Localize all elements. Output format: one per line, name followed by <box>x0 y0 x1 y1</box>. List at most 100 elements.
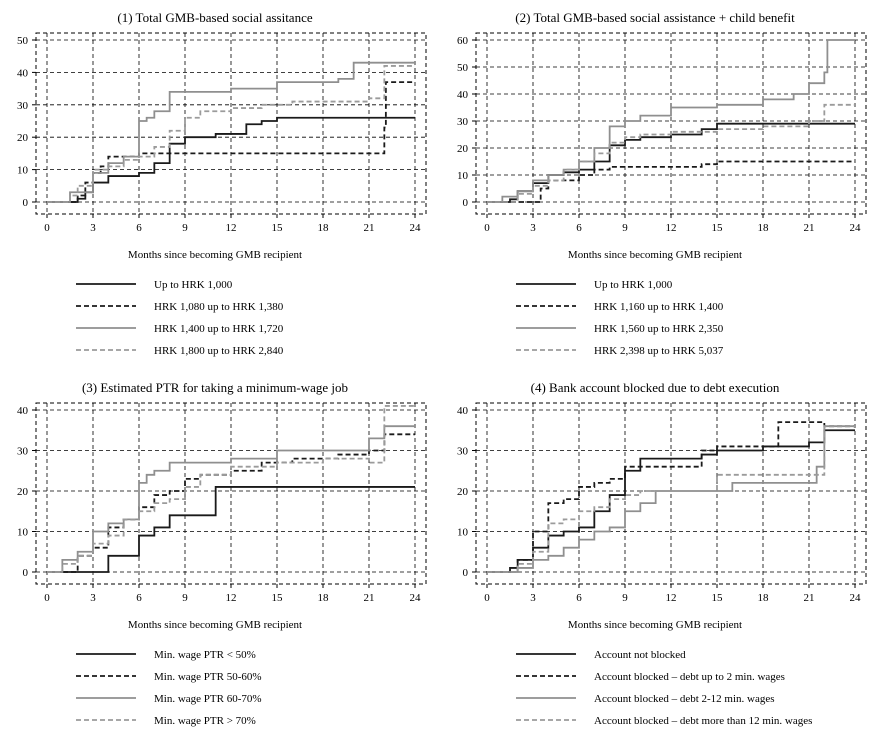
chart-panel-3: (3) Estimated PTR for taking a minimum-w… <box>0 370 430 740</box>
y-tick-label: 30 <box>457 116 469 128</box>
y-tick-label: 40 <box>457 89 469 101</box>
chart-svg: (2) Total GMB-based social assistance + … <box>457 10 867 357</box>
chart-title: (3) Estimated PTR for taking a minimum-w… <box>82 380 348 395</box>
x-tick-label: 12 <box>666 222 677 234</box>
x-tick-label: 18 <box>758 592 770 604</box>
legend-label: Min. wage PTR > 70% <box>154 715 256 727</box>
y-tick-label: 20 <box>457 143 469 155</box>
x-tick-label: 21 <box>364 222 375 234</box>
series-line-2 <box>487 160 855 203</box>
y-tick-label: 0 <box>463 197 469 209</box>
x-tick-label: 6 <box>576 222 582 234</box>
x-tick-label: 24 <box>850 592 862 604</box>
y-tick-label: 40 <box>17 67 29 79</box>
legend-label: Account blocked – debt more than 12 min.… <box>594 715 812 727</box>
x-tick-label: 12 <box>226 222 237 234</box>
x-tick-label: 15 <box>712 592 724 604</box>
series-line-3 <box>487 425 855 573</box>
legend-label: Account blocked – debt up to 2 min. wage… <box>594 671 785 683</box>
x-tick-label: 18 <box>318 592 330 604</box>
y-tick-label: 10 <box>17 527 29 539</box>
y-tick-label: 10 <box>17 165 29 177</box>
x-tick-label: 24 <box>410 222 422 234</box>
x-tick-label: 18 <box>758 222 770 234</box>
chart-title: (4) Bank account blocked due to debt exe… <box>531 380 780 395</box>
chart-panel-1: (1) Total GMB-based social assitance 0 3 6 9… <box>0 0 430 370</box>
plot-frame <box>475 402 867 585</box>
y-tick-label: 20 <box>17 132 29 144</box>
y-tick-label: 30 <box>457 446 469 458</box>
legend-label: Up to HRK 1,000 <box>594 279 673 291</box>
legend-label: HRK 1,080 up to HRK 1,380 <box>154 301 284 313</box>
y-tick-label: 40 <box>457 405 469 417</box>
legend-label: Account blocked – debt 2-12 min. wages <box>594 693 775 705</box>
y-tick-label: 0 <box>23 567 29 579</box>
chart-panel-4: (4) Bank account blocked due to debt exe… <box>440 370 870 740</box>
y-tick-label: 0 <box>23 197 29 209</box>
series-line-4 <box>47 65 415 203</box>
y-tick-label: 30 <box>17 100 29 112</box>
x-tick-label: 3 <box>90 222 96 234</box>
y-tick-label: 20 <box>17 486 29 498</box>
chart-svg: (1) Total GMB-based social assitance 0 3 6 9… <box>17 10 427 357</box>
x-tick-label: 0 <box>44 222 50 234</box>
x-tick-label: 9 <box>622 222 628 234</box>
chart-title: (1) Total GMB-based social assitance <box>117 10 312 25</box>
y-tick-label: 40 <box>17 405 29 417</box>
x-tick-label: 9 <box>182 592 188 604</box>
series-line-3 <box>47 425 415 573</box>
x-tick-label: 3 <box>90 592 96 604</box>
y-tick-label: 60 <box>457 35 469 47</box>
x-tick-label: 18 <box>318 222 330 234</box>
legend-label: HRK 1,160 up to HRK 1,400 <box>594 301 724 313</box>
legend-label: HRK 1,800 up to HRK 2,840 <box>154 345 284 357</box>
series-line-2 <box>487 421 855 573</box>
series-line-3 <box>487 39 855 203</box>
chart-svg: (4) Bank account blocked due to debt exe… <box>457 380 867 727</box>
x-tick-label: 9 <box>622 592 628 604</box>
y-tick-label: 20 <box>457 486 469 498</box>
legend-label: Min. wage PTR 50-60% <box>154 671 262 683</box>
x-tick-label: 15 <box>272 592 284 604</box>
x-axis-label: Months since becoming GMB recipient <box>568 619 742 631</box>
x-tick-label: 12 <box>226 592 237 604</box>
chart-panel-2: (2) Total GMB-based social assistance + … <box>440 0 870 370</box>
y-tick-label: 10 <box>457 527 469 539</box>
legend-label: HRK 1,400 up to HRK 1,720 <box>154 323 284 335</box>
x-tick-label: 0 <box>44 592 50 604</box>
x-tick-label: 6 <box>576 592 582 604</box>
x-tick-label: 24 <box>410 592 422 604</box>
x-tick-label: 21 <box>364 592 375 604</box>
y-tick-label: 50 <box>17 35 29 47</box>
x-tick-label: 3 <box>530 592 536 604</box>
x-tick-label: 6 <box>136 222 142 234</box>
series-line-2 <box>47 81 415 203</box>
y-tick-label: 30 <box>17 446 29 458</box>
y-tick-label: 10 <box>457 170 469 182</box>
y-tick-label: 0 <box>463 567 469 579</box>
series-line-1 <box>47 486 415 573</box>
x-tick-label: 24 <box>850 222 862 234</box>
series-line-1 <box>47 116 415 203</box>
x-tick-label: 21 <box>804 222 815 234</box>
x-tick-label: 9 <box>182 222 188 234</box>
legend-label: Min. wage PTR < 50% <box>154 649 256 661</box>
x-axis-label: Months since becoming GMB recipient <box>128 249 302 261</box>
x-tick-label: 21 <box>804 592 815 604</box>
series-line-3 <box>47 61 415 203</box>
series-line-4 <box>487 425 855 573</box>
plot-frame <box>35 402 427 585</box>
chart-title: (2) Total GMB-based social assistance + … <box>515 10 795 25</box>
x-axis-label: Months since becoming GMB recipient <box>568 249 742 261</box>
legend-label: Account not blocked <box>594 649 686 661</box>
series-line-1 <box>487 429 855 573</box>
chart-svg: (3) Estimated PTR for taking a minimum-w… <box>17 380 427 727</box>
x-tick-label: 0 <box>484 222 490 234</box>
plot-frame <box>35 32 427 215</box>
x-tick-label: 15 <box>272 222 284 234</box>
x-tick-label: 0 <box>484 592 490 604</box>
legend-label: HRK 2,398 up to HRK 5,037 <box>594 345 724 357</box>
y-tick-label: 50 <box>457 62 469 74</box>
series-line-4 <box>47 405 415 573</box>
legend-label: HRK 1,560 up to HRK 2,350 <box>594 323 724 335</box>
